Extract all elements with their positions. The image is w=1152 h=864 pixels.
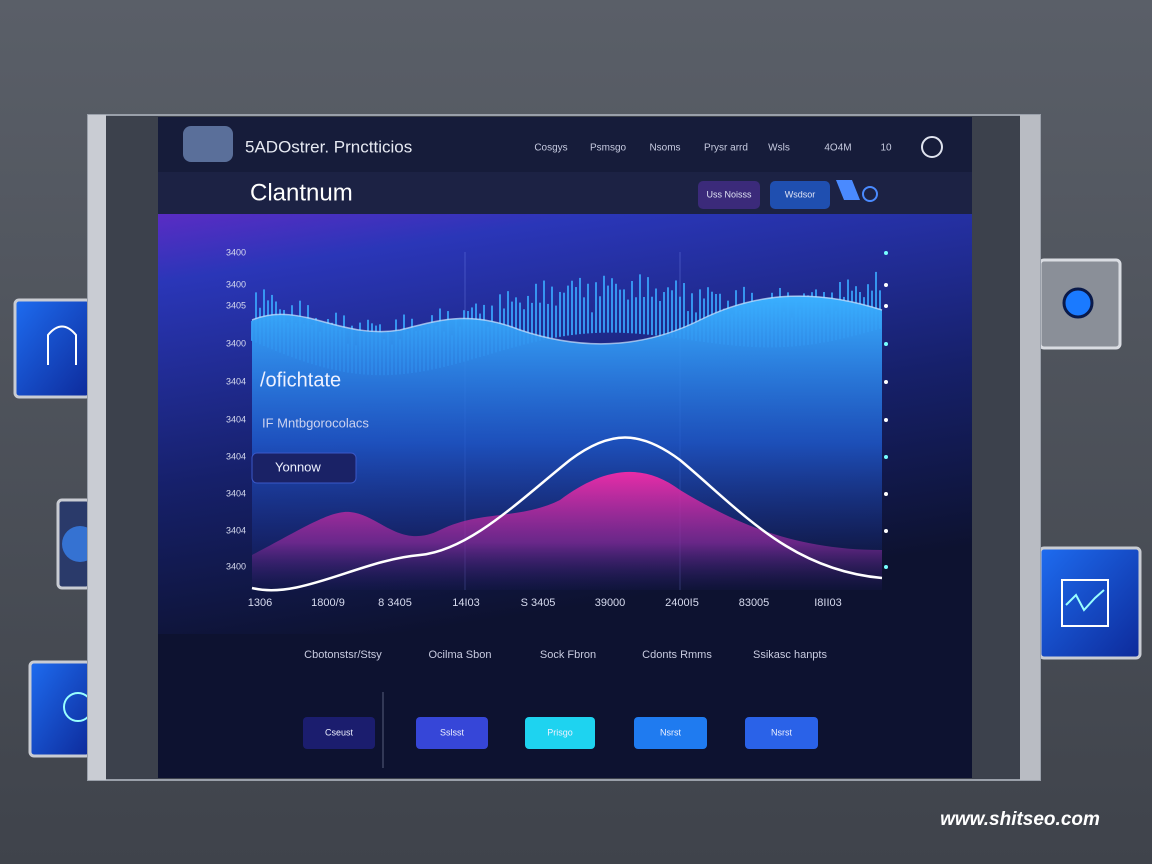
x-axis-label: 1800/9 — [311, 597, 345, 609]
x-axis-label: S 3405 — [521, 597, 556, 609]
axis-dot — [884, 418, 888, 422]
y-axis-label: 3400 — [226, 247, 246, 257]
y-axis-label: 3404 — [226, 525, 246, 535]
y-axis-label: 3404 — [226, 414, 246, 424]
y-axis-label: 3404 — [226, 488, 246, 498]
nav-item[interactable]: Nsoms — [649, 143, 680, 154]
footer-label: Ocilma Sbon — [429, 649, 492, 661]
toolbar-button[interactable] — [698, 181, 760, 209]
x-axis-label: I8II03 — [814, 597, 842, 609]
x-axis-label: 1306 — [248, 597, 272, 609]
nav-item[interactable]: 4O4M — [824, 143, 851, 154]
overlay-button[interactable] — [251, 452, 357, 484]
x-axis-label: 2400I5 — [665, 597, 699, 609]
frame-edge — [1020, 115, 1040, 780]
footer-button-label: Cseust — [325, 727, 354, 737]
overlay-heading: /ofichtate — [260, 369, 341, 391]
nav-item[interactable]: Prysr arrd — [704, 143, 748, 154]
toolbar-icon — [862, 186, 878, 202]
page-title: Clantnum — [250, 179, 353, 206]
nav-item[interactable]: Psmsgo — [590, 143, 627, 154]
axis-dot — [884, 565, 888, 569]
axis-dot — [884, 342, 888, 346]
axis-dot — [884, 304, 888, 308]
footer-button[interactable] — [416, 717, 488, 749]
profile-icon[interactable] — [921, 136, 943, 158]
toolbar — [158, 172, 972, 214]
toolbar-button-label: Wsdsor — [785, 189, 816, 199]
axis-dot — [884, 283, 888, 287]
blue-area-edge — [251, 295, 883, 345]
widget-icon — [1061, 579, 1109, 627]
toolbar-button-label: Uss Noisss — [706, 189, 752, 199]
y-axis-label: 3404 — [226, 451, 246, 461]
widget-icon — [1065, 589, 1105, 612]
footer-label: Cdonts Rmms — [642, 649, 712, 661]
toolbar-button[interactable] — [770, 181, 830, 209]
footer-label: Ssikasc hanpts — [753, 649, 827, 661]
footer-button-label: Nsrst — [660, 727, 681, 737]
header-bar — [158, 117, 972, 172]
footer-button-label: Nsrst — [771, 727, 792, 737]
x-axis-label: 8 3405 — [378, 597, 412, 609]
footer-button[interactable] — [525, 717, 595, 749]
x-axis-label: 14I03 — [452, 597, 480, 609]
y-axis-label: 3400 — [226, 338, 246, 348]
frame-edge — [88, 115, 106, 780]
axis-dot — [884, 529, 888, 533]
logo — [183, 126, 233, 162]
y-axis-label: 3400 — [226, 279, 246, 289]
overlay-subheading: IF Mntbgorocolacs — [262, 415, 369, 430]
pink-area — [252, 471, 882, 590]
y-axis-label: 3405 — [226, 300, 246, 310]
widget-button — [1062, 287, 1094, 319]
brand: 5ADOstrer. Prnctticios — [245, 137, 412, 156]
x-axis-label: 83005 — [739, 597, 770, 609]
side-widget[interactable] — [13, 298, 92, 399]
side-widget[interactable] — [28, 660, 92, 758]
footer-button-label: Prisgo — [547, 727, 573, 737]
y-axis-label: 3404 — [226, 376, 246, 386]
footer-button[interactable] — [634, 717, 707, 749]
y-axis-label: 3400 — [226, 561, 246, 571]
nav-item[interactable]: Cosgys — [534, 143, 567, 154]
widget-icon — [47, 325, 77, 365]
nav-item[interactable]: Wsls — [768, 143, 790, 154]
axis-dot — [884, 492, 888, 496]
footer-button[interactable] — [303, 717, 375, 749]
axis-dot — [884, 455, 888, 459]
nav-item[interactable]: 10 — [880, 143, 892, 154]
toolbar-icon — [836, 180, 860, 200]
footer-button[interactable] — [745, 717, 818, 749]
axis-dot — [884, 251, 888, 255]
x-axis-label: 39000 — [595, 597, 626, 609]
overlay-button-label: Yonnow — [275, 459, 321, 474]
watermark: www.shitseo.com — [940, 809, 1100, 830]
footer-button-label: Sslsst — [440, 727, 465, 737]
trend-line — [251, 436, 883, 592]
axis-dot — [884, 380, 888, 384]
footer-label: Cbotonstsr/Stsy — [304, 649, 382, 661]
footer-label: Sock Fbron — [540, 649, 596, 661]
